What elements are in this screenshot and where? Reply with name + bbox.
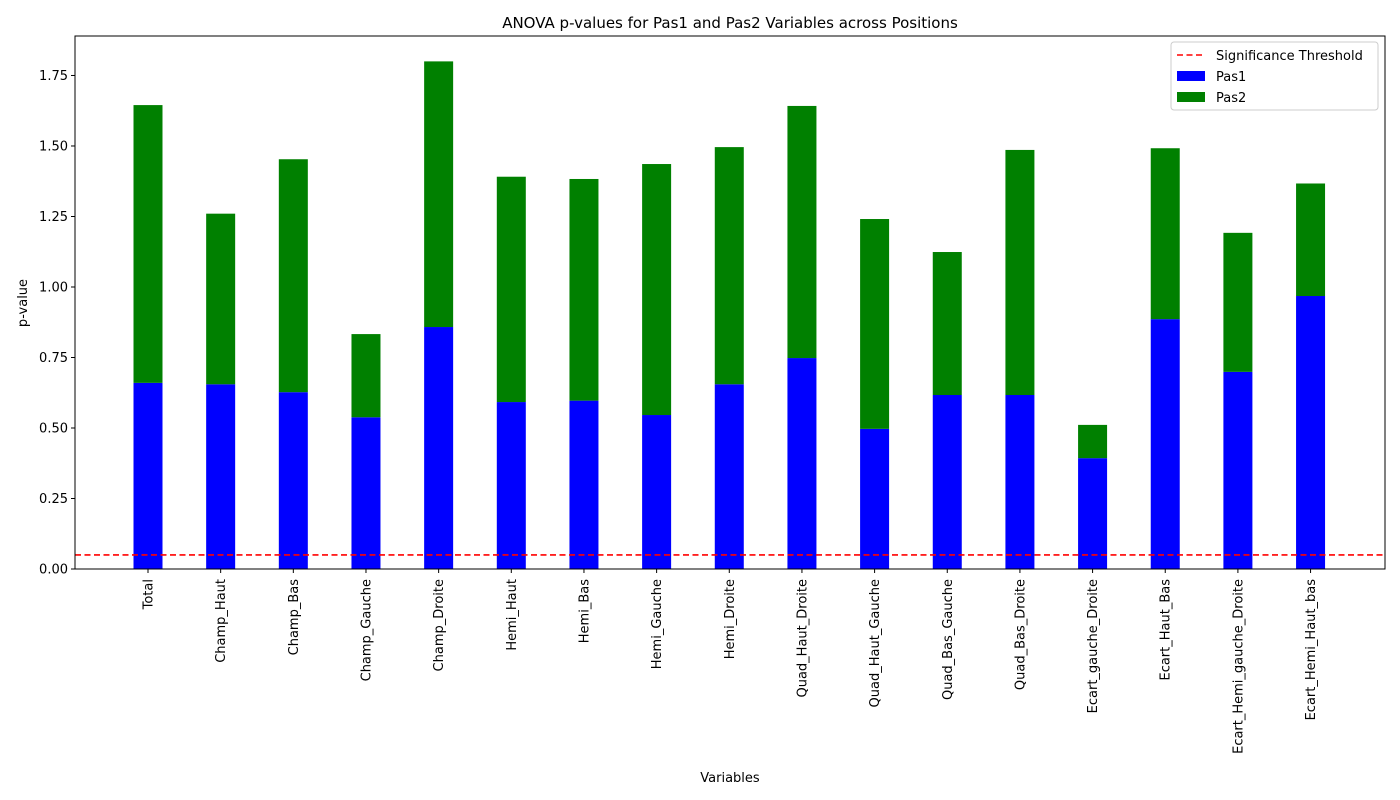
legend-pas1-swatch [1177, 71, 1205, 81]
bar-pas2-quad_bas_droite [1005, 149, 1035, 395]
bar-pas1-hemi_droite [714, 384, 744, 569]
bar-pas1-champ_droite [424, 327, 454, 569]
y-axis-ticks: 0.00 0.25 0.50 0.75 1.00 1.25 1.50 1.75 [39, 69, 75, 578]
bar-pas2-hemi_droite [714, 147, 744, 385]
legend-threshold-label: Significance Threshold [1216, 49, 1363, 64]
x-tick-label: Hemi_Gauche [650, 579, 665, 669]
bar-pas1-hemi_gauche [642, 415, 672, 569]
legend-pas2-label: Pas2 [1216, 91, 1246, 106]
y-tick-label: 1.75 [39, 69, 68, 84]
y-tick-label: 0.25 [39, 492, 68, 507]
bar-pas2-total [133, 105, 163, 383]
bar-pas1-champ_gauche [351, 417, 381, 569]
bar-pas2-hemi_haut [496, 176, 526, 403]
x-tick-label: Ecart_Hemi_Haut_bas [1304, 579, 1319, 721]
bar-pas2-hemi_gauche [642, 164, 672, 416]
bar-pas1-champ_haut [206, 384, 236, 569]
x-tick-label: Champ_Bas [287, 579, 302, 656]
y-axis-label: p-value [16, 279, 31, 327]
x-tick-label: Hemi_Droite [723, 579, 738, 659]
bar-pas1-ecart_hemi_haut_bas [1296, 296, 1326, 569]
bar-pas1-ecart_gauche_droite [1078, 458, 1108, 569]
x-tick-label: Hemi_Bas [577, 579, 592, 643]
bars [133, 61, 1326, 569]
bar-pas1-quad_bas_droite [1005, 395, 1035, 569]
chart-title: ANOVA p-values for Pas1 and Pas2 Variabl… [502, 14, 958, 32]
x-tick-label: Ecart_Hemi_gauche_Droite [1231, 579, 1246, 754]
bar-pas2-ecart_gauche_droite [1078, 424, 1108, 459]
y-tick-label: 1.00 [39, 280, 68, 295]
bar-pas1-quad_bas_gauche [932, 395, 962, 569]
legend: Significance Threshold Pas1 Pas2 [1170, 41, 1379, 111]
x-tick-label: Quad_Haut_Droite [795, 579, 810, 698]
bar-pas1-hemi_bas [569, 400, 599, 569]
bar-pas2-champ_gauche [351, 334, 381, 418]
legend-pas1-label: Pas1 [1216, 70, 1246, 85]
plot-area-frame [74, 35, 1386, 570]
legend-pas2-swatch [1177, 92, 1205, 102]
bar-pas2-ecart_hemi_gauche_droite [1223, 232, 1253, 372]
bar-pas2-hemi_bas [569, 178, 599, 401]
y-tick-label: 0.75 [39, 351, 68, 366]
y-tick-label: 0.00 [39, 563, 68, 578]
y-tick-label: 1.50 [39, 139, 68, 154]
x-tick-label: Champ_Haut [214, 579, 229, 663]
x-tick-label: Hemi_Haut [505, 579, 520, 651]
y-tick-label: 0.50 [39, 421, 68, 436]
bar-pas1-ecart_haut_bas [1150, 319, 1180, 569]
bar-pas1-champ_bas [278, 392, 308, 569]
bar-pas1-quad_haut_droite [787, 358, 817, 569]
legend-box [1170, 41, 1379, 111]
bar-pas1-quad_haut_gauche [860, 428, 890, 569]
bar-pas2-quad_haut_droite [787, 105, 817, 359]
x-axis-ticks: Total Champ_Haut Champ_Bas Champ_Gauche Cham… [142, 569, 1319, 754]
x-tick-label: Champ_Droite [432, 579, 447, 671]
bar-pas1-total [133, 382, 163, 569]
x-tick-label: Ecart_Haut_Bas [1159, 579, 1174, 681]
bar-pas2-champ_haut [206, 213, 236, 385]
x-axis-label: Variables [700, 771, 760, 786]
x-tick-label: Quad_Bas_Droite [1013, 579, 1028, 690]
x-tick-label: Ecart_gauche_Droite [1086, 579, 1101, 713]
y-tick-label: 1.25 [39, 210, 68, 225]
bar-pas2-quad_bas_gauche [932, 252, 962, 395]
x-tick-label: Champ_Gauche [359, 579, 374, 681]
bar-pas2-ecart_hemi_haut_bas [1296, 183, 1326, 297]
x-tick-label: Quad_Bas_Gauche [941, 579, 956, 700]
bar-pas1-hemi_haut [496, 402, 526, 569]
bar-pas1-ecart_hemi_gauche_droite [1223, 371, 1253, 569]
x-tick-label: Quad_Haut_Gauche [868, 579, 883, 707]
bar-pas2-champ_bas [278, 159, 308, 393]
bar-pas2-quad_haut_gauche [860, 219, 890, 429]
bar-pas2-ecart_haut_bas [1150, 148, 1180, 320]
x-tick-label: Total [142, 579, 157, 610]
bar-pas2-champ_droite [424, 61, 454, 328]
